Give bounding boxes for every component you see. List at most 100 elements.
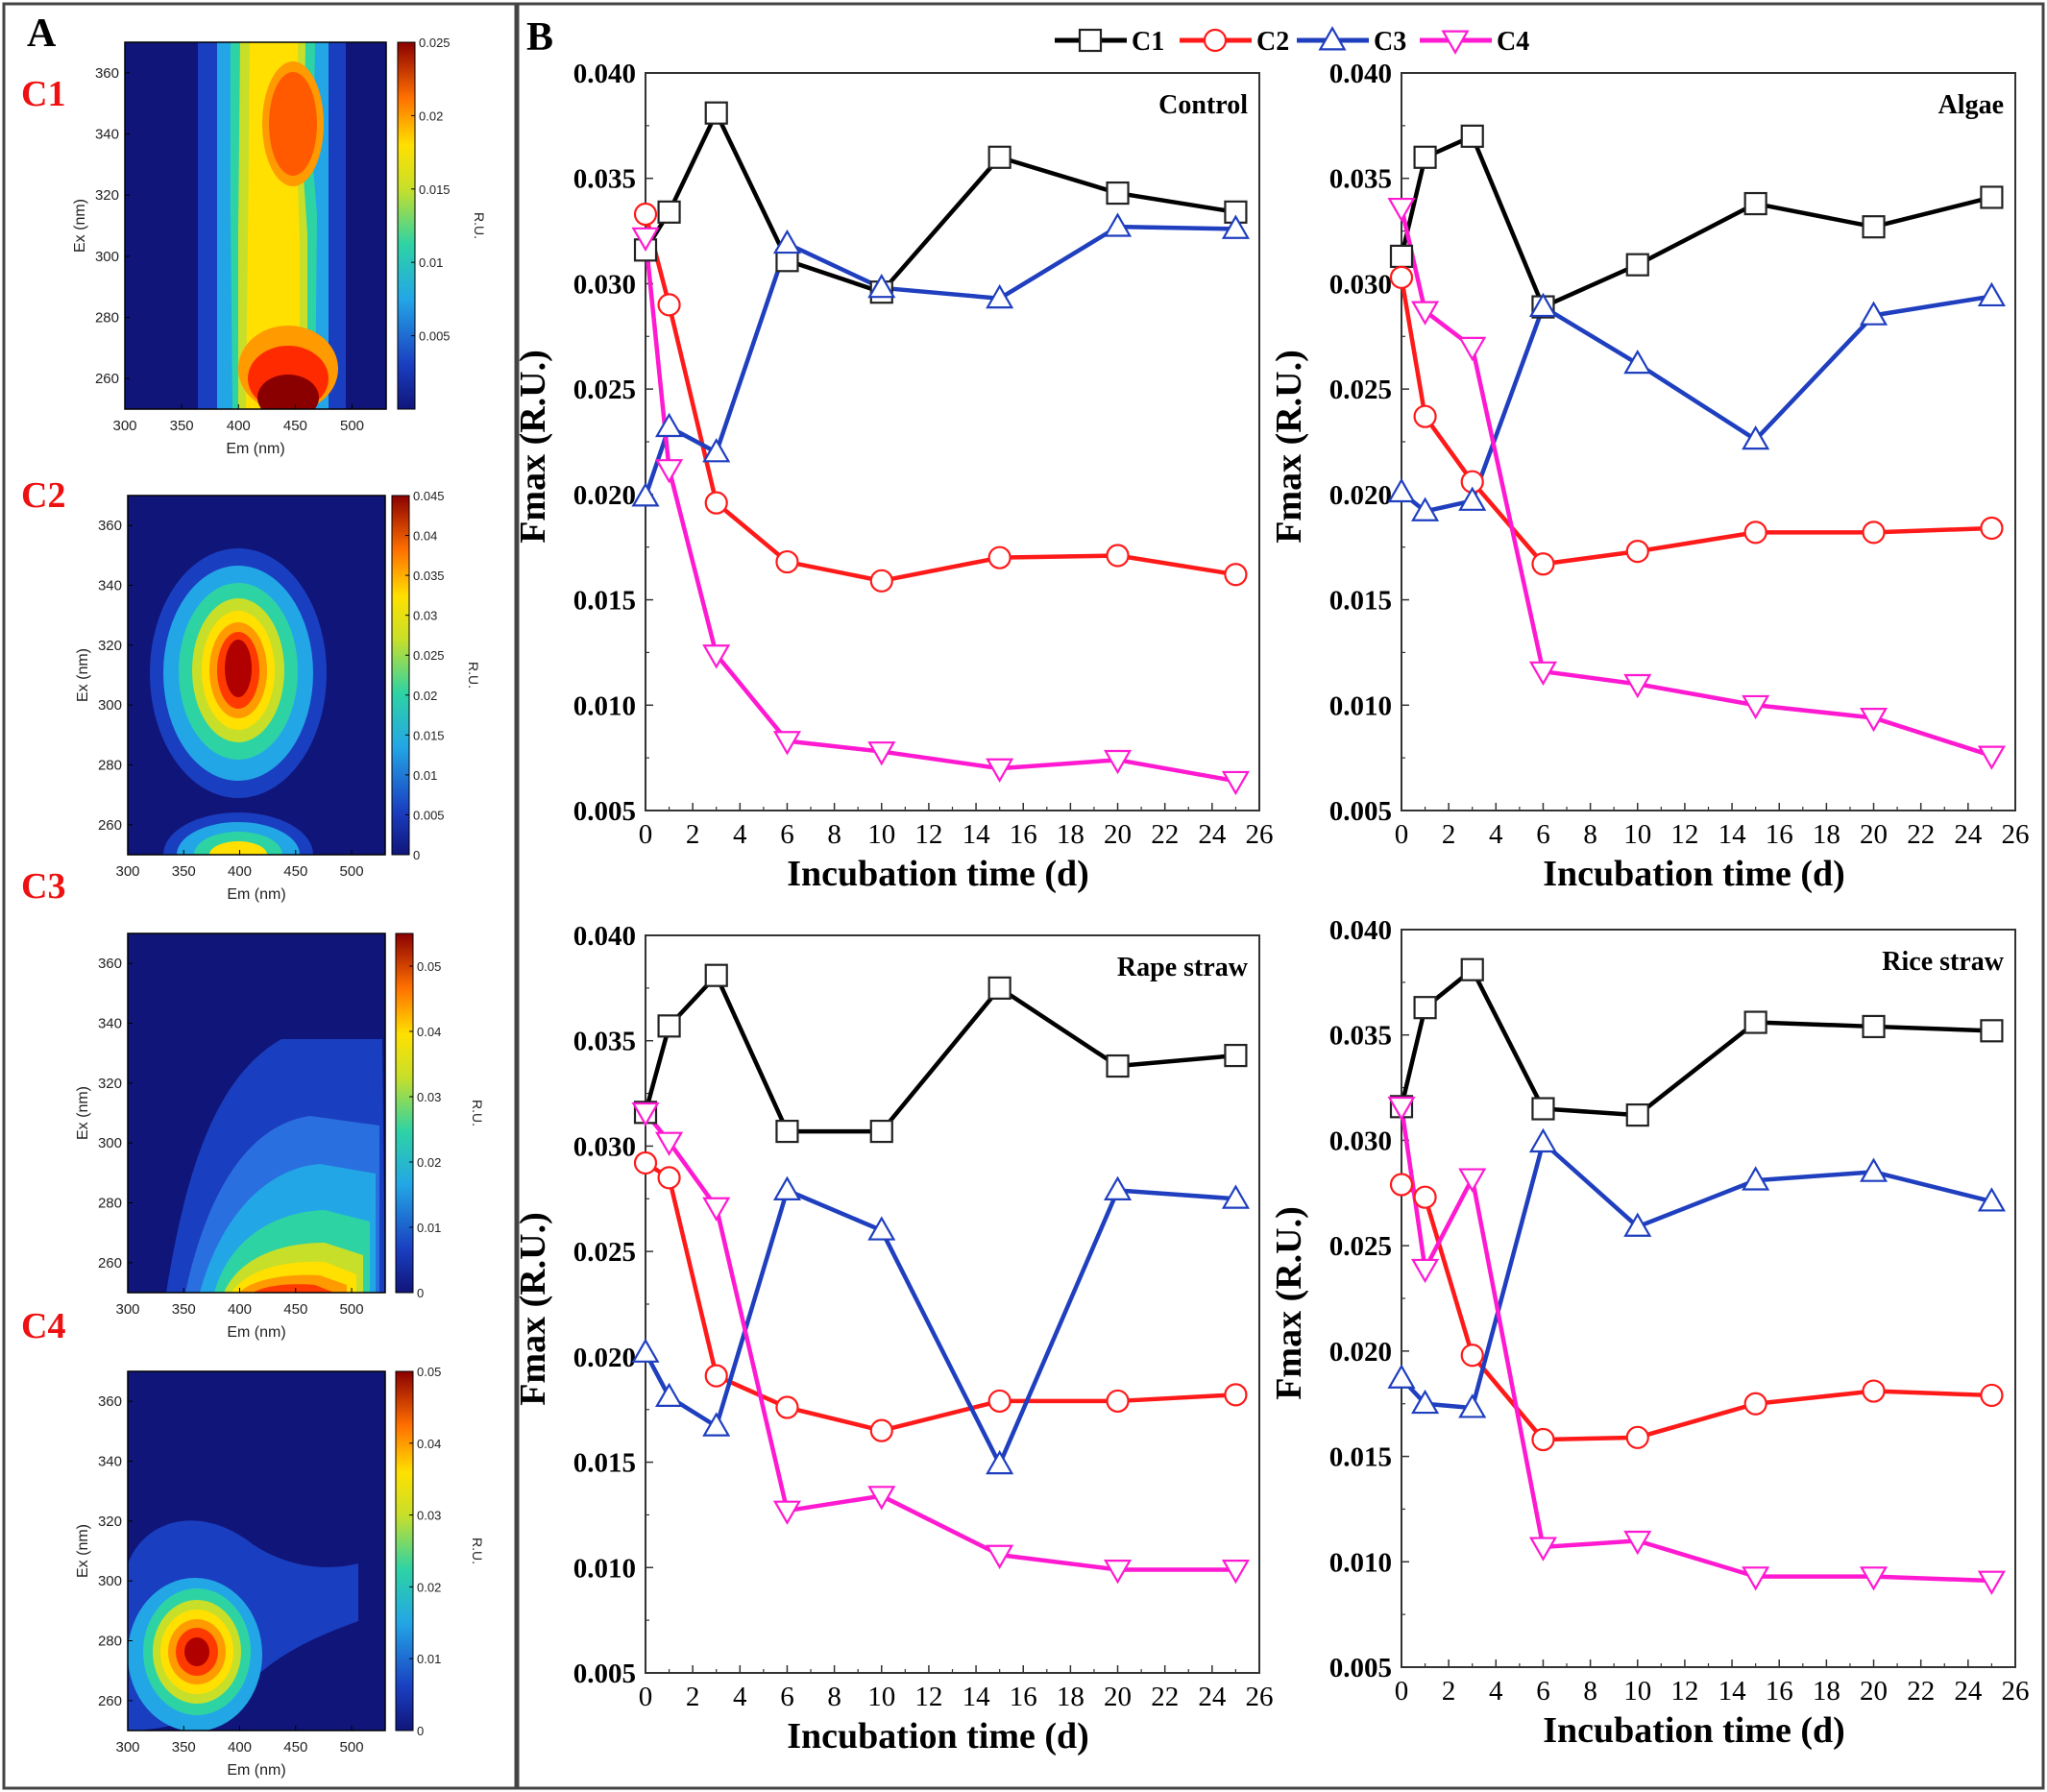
- x-tick-label: 400: [228, 863, 252, 880]
- x-tick-label: 2: [1442, 1676, 1456, 1707]
- y-tick-label: 0.015: [1329, 1442, 1392, 1473]
- x-tick-label: 14: [1718, 1676, 1747, 1707]
- y-tick-label: 300: [98, 1135, 122, 1151]
- x-tick-label: 14: [1718, 819, 1747, 850]
- data-point-c4: [655, 459, 684, 484]
- y-tick-label: 320: [98, 638, 122, 654]
- series-line-c1: [643, 973, 1236, 1134]
- eem-component-label: C1: [21, 74, 65, 114]
- y-tick-label: 0.005: [573, 1659, 636, 1689]
- data-point-c4: [1387, 197, 1416, 223]
- legend-marker-c4: [1441, 30, 1470, 55]
- colorbar-tick-label: 0.03: [413, 609, 437, 623]
- x-tick-label: 400: [228, 1739, 252, 1756]
- data-point-c4: [702, 644, 731, 669]
- y-tick-label: 360: [98, 1393, 122, 1410]
- colorbar: [397, 41, 416, 410]
- colorbar-tick-label: 0.01: [419, 255, 443, 270]
- x-tick-label: 0: [639, 1682, 653, 1712]
- x-tick-label: 350: [172, 863, 196, 880]
- data-point-c3: [1742, 424, 1770, 450]
- eem-component-label: C4: [21, 1306, 65, 1346]
- x-tick-label: 0: [1395, 1676, 1409, 1707]
- data-point-c2: [1625, 1425, 1649, 1449]
- data-point-c2: [1743, 1392, 1767, 1416]
- y-tick-label: 280: [98, 758, 122, 774]
- data-point-c1: [704, 963, 728, 987]
- colorbar-tick-label: 0.04: [417, 1025, 441, 1039]
- data-point-c3: [772, 1175, 802, 1200]
- y-tick-label: 0.005: [1329, 1653, 1392, 1683]
- data-point-c2: [1980, 516, 2004, 541]
- x-tick-label: 22: [1907, 819, 1935, 850]
- eem-frame: [127, 932, 386, 1294]
- x-tick-label: 6: [780, 819, 794, 850]
- data-point-c2: [1413, 1185, 1437, 1209]
- x-tick-label: 450: [283, 1301, 307, 1318]
- x-tick-label: 400: [228, 1301, 252, 1318]
- x-tick-label: 20: [1104, 819, 1132, 850]
- data-point-c3: [1387, 1364, 1416, 1389]
- y-tick-label: 0.005: [573, 796, 636, 827]
- data-point-c3: [772, 229, 802, 254]
- data-point-c3: [655, 412, 684, 438]
- data-point-c3: [1221, 214, 1250, 239]
- data-point-c4: [1221, 770, 1250, 796]
- y-tick-label: 0.025: [1329, 375, 1392, 405]
- data-point-c3: [631, 1338, 660, 1363]
- x-tick-label: 500: [340, 418, 364, 434]
- data-point-c1: [1743, 1010, 1767, 1034]
- data-point-c4: [631, 1102, 660, 1127]
- data-point-c1: [1743, 191, 1767, 216]
- x-axis-label: Incubation time (d): [1543, 1710, 1845, 1751]
- line-chart-control: 0 2 4 6 8 10 12 14 16 18 20 22 24 260.0050.0100.0150.…: [513, 59, 1274, 894]
- chart-title: Control: [1158, 90, 1248, 120]
- data-point-c2: [1460, 1344, 1484, 1368]
- series-line-c4: [644, 1110, 1236, 1572]
- data-point-c3: [986, 1449, 1014, 1475]
- y-tick-label: 300: [95, 249, 119, 265]
- y-tick-label: 0.020: [573, 1343, 636, 1373]
- x-tick-label: 450: [283, 1739, 307, 1756]
- data-point-c2: [1106, 544, 1130, 568]
- x-tick-label: 4: [733, 1682, 747, 1712]
- plot-frame: [645, 72, 1260, 811]
- series-line-c1: [1399, 133, 1992, 309]
- chart-title: Algae: [1938, 90, 2004, 120]
- y-tick-label: 0.010: [1329, 1547, 1392, 1578]
- series-line-c2: [643, 213, 1236, 584]
- x-tick-label: 0: [639, 819, 653, 850]
- data-point-c2: [657, 293, 681, 317]
- x-tick-label: 26: [2002, 819, 2030, 850]
- data-point-c2: [1389, 1173, 1414, 1197]
- x-tick-label: 4: [1489, 819, 1503, 850]
- eem-plot-area: [128, 1371, 385, 1731]
- x-tick-label: 300: [115, 1739, 139, 1756]
- x-tick-label: 18: [1813, 1676, 1840, 1707]
- data-point-c2: [775, 1395, 799, 1419]
- data-point-c4: [986, 758, 1014, 783]
- data-point-c4: [1977, 1570, 2006, 1595]
- colorbar-tick-label: 0.01: [417, 1221, 441, 1235]
- data-point-c2: [1106, 1389, 1130, 1414]
- data-point-c2: [1531, 1427, 1555, 1452]
- data-point-c2: [633, 202, 658, 227]
- data-point-c2: [775, 549, 799, 574]
- x-tick-label: 350: [172, 1301, 196, 1318]
- data-point-c3: [867, 273, 896, 299]
- data-point-c1: [1625, 1102, 1649, 1127]
- x-tick-label: 4: [1489, 1676, 1503, 1707]
- y-tick-label: 360: [95, 65, 119, 82]
- y-axis-label: Ex (nm): [75, 1086, 91, 1140]
- y-tick-label: 0.030: [1329, 269, 1392, 300]
- x-tick-label: 2: [1442, 819, 1456, 850]
- y-tick-label: 0.015: [1329, 586, 1392, 617]
- data-point-c4: [1103, 1560, 1133, 1585]
- series-line-c2: [1399, 277, 1992, 567]
- y-tick-label: 300: [98, 697, 122, 714]
- legend-label-c4: C4: [1497, 27, 1529, 57]
- data-point-c4: [867, 741, 896, 766]
- y-tick-label: 360: [98, 518, 122, 534]
- data-point-c3: [1103, 1175, 1133, 1200]
- y-tick-label: 260: [95, 371, 119, 387]
